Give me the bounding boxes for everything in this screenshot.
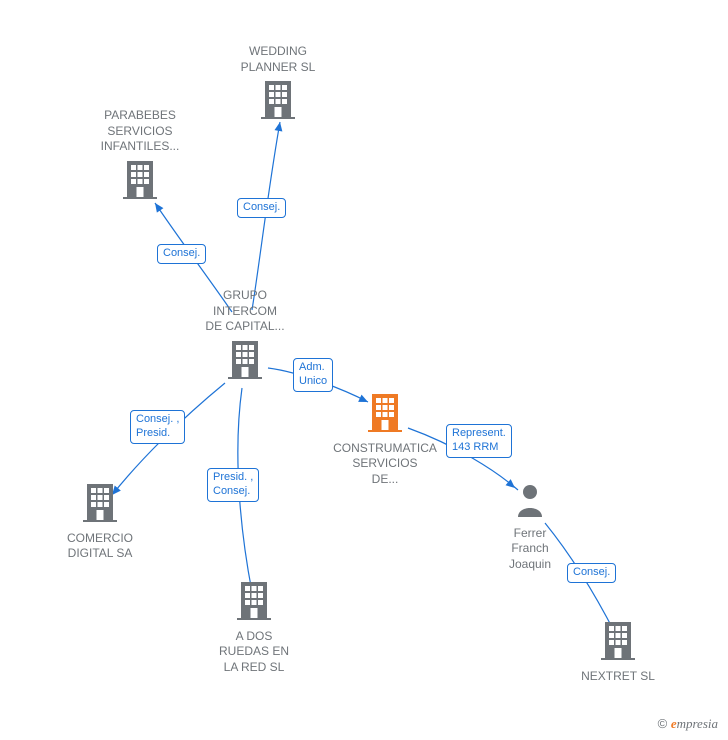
node-ferrer-label-1: Franch bbox=[470, 541, 590, 557]
node-comercio-label-0: COMERCIO bbox=[40, 531, 160, 547]
edge-label-e_constru_ferrer-line-0: Represent. bbox=[452, 427, 506, 439]
node-constru[interactable]: CONSTRUMATICASERVICIOSDE... bbox=[325, 392, 445, 487]
edge-label-e_grupo_comercio-line-0: Consej. , bbox=[136, 413, 179, 425]
node-wedding-label-0: WEDDING bbox=[218, 44, 338, 60]
node-constru-label-2: DE... bbox=[325, 472, 445, 488]
copyright: © empresia bbox=[658, 716, 718, 732]
node-parabebes[interactable]: PARABEBESSERVICIOSINFANTILES... bbox=[80, 108, 200, 203]
node-parabebes-label-1: SERVICIOS bbox=[80, 124, 200, 140]
edge-label-e_grupo_parabebes: Consej. bbox=[157, 244, 206, 264]
node-nextret[interactable]: NEXTRET SL bbox=[558, 620, 678, 684]
edge-label-e_grupo_comercio-line-1: Presid. bbox=[136, 427, 170, 439]
edge-label-e_grupo_adrs-line-1: Consej. bbox=[213, 485, 250, 497]
edge-label-e_grupo_wedding: Consej. bbox=[237, 198, 286, 218]
brand-rest: mpresia bbox=[677, 716, 718, 731]
node-adrs-label-0: A DOS bbox=[194, 629, 314, 645]
node-ferrer-label-2: Joaquin bbox=[470, 557, 590, 573]
node-grupo[interactable]: GRUPOINTERCOMDE CAPITAL... bbox=[185, 288, 305, 383]
node-parabebes-label-2: INFANTILES... bbox=[80, 139, 200, 155]
edge-e_grupo_comercio bbox=[112, 383, 225, 495]
copyright-symbol: © bbox=[658, 716, 668, 731]
node-comercio-label-1: DIGITAL SA bbox=[40, 546, 160, 562]
node-constru-label-1: SERVICIOS bbox=[325, 456, 445, 472]
node-adrs[interactable]: A DOSRUEDAS ENLA RED SL bbox=[194, 580, 314, 675]
node-ferrer[interactable]: FerrerFranchJoaquin bbox=[470, 483, 590, 572]
node-ferrer-label-0: Ferrer bbox=[470, 526, 590, 542]
node-grupo-label-2: DE CAPITAL... bbox=[185, 319, 305, 335]
node-adrs-label-1: RUEDAS EN bbox=[194, 644, 314, 660]
edge-label-e_grupo_comercio: Consej. , Presid. bbox=[130, 410, 185, 444]
edge-label-e_grupo_adrs: Presid. , Consej. bbox=[207, 468, 259, 502]
edge-e_grupo_adrs bbox=[238, 388, 252, 592]
node-wedding-label-1: PLANNER SL bbox=[218, 60, 338, 76]
edge-label-e_grupo_wedding-line-0: Consej. bbox=[243, 201, 280, 213]
edge-label-e_grupo_adrs-line-0: Presid. , bbox=[213, 471, 253, 483]
node-nextret-label-0: NEXTRET SL bbox=[558, 669, 678, 685]
edge-label-e_constru_ferrer: Represent. 143 RRM bbox=[446, 424, 512, 458]
node-adrs-label-2: LA RED SL bbox=[194, 660, 314, 676]
edge-label-e_grupo_parabebes-line-0: Consej. bbox=[163, 247, 200, 259]
edge-e_grupo_wedding bbox=[252, 122, 280, 310]
node-comercio[interactable]: COMERCIODIGITAL SA bbox=[40, 482, 160, 562]
edge-label-e_constru_ferrer-line-1: 143 RRM bbox=[452, 441, 498, 453]
node-wedding[interactable]: WEDDINGPLANNER SL bbox=[218, 44, 338, 124]
node-grupo-label-0: GRUPO bbox=[185, 288, 305, 304]
node-grupo-label-1: INTERCOM bbox=[185, 304, 305, 320]
node-constru-label-0: CONSTRUMATICA bbox=[325, 441, 445, 457]
node-parabebes-label-0: PARABEBES bbox=[80, 108, 200, 124]
